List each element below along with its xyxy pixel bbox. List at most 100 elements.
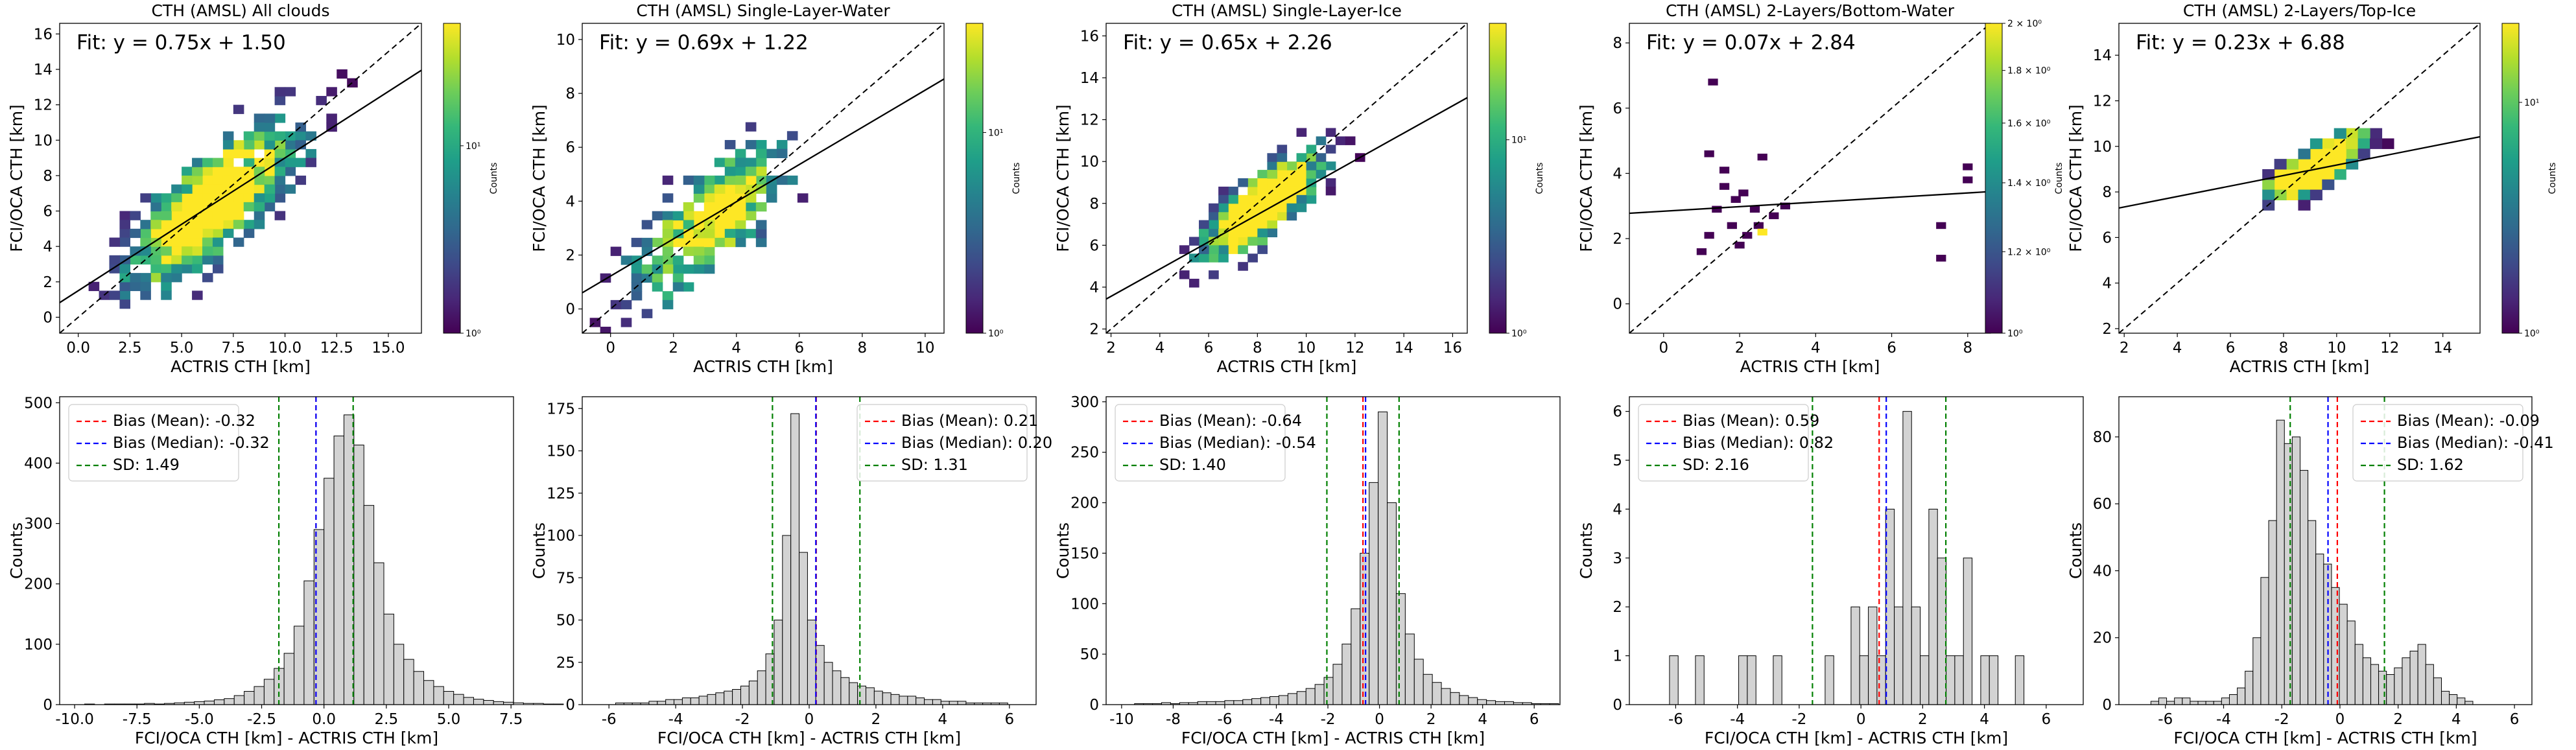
histogram-bar bbox=[513, 702, 524, 705]
legend-entry-1: Bias (Mean): 0.21 bbox=[901, 412, 1038, 430]
histogram-bar bbox=[353, 445, 364, 705]
histogram-bar bbox=[690, 697, 700, 705]
heatmap-cell bbox=[295, 175, 307, 185]
heatmap-cell bbox=[1696, 248, 1707, 255]
heatmap-cell bbox=[192, 264, 203, 274]
histogram-legend-2: Bias (Mean): 0.21 Bias (Median): 0.20 SD: … bbox=[857, 404, 1052, 482]
histogram-bar bbox=[1495, 701, 1505, 705]
heatmap-cell bbox=[1704, 150, 1714, 158]
heatmap-cell bbox=[1316, 170, 1327, 179]
heatmap-cell bbox=[222, 175, 234, 185]
histogram-bar bbox=[707, 694, 716, 705]
heatmap-cell bbox=[693, 211, 705, 221]
heatmap-cell bbox=[295, 131, 307, 141]
scatter-3-xtick-label-3: 8 bbox=[1253, 340, 1262, 357]
heatmap-cell bbox=[88, 281, 100, 292]
histogram-4-xtick-label-0: -6 bbox=[1668, 711, 1683, 728]
heatmap-cell bbox=[161, 220, 172, 229]
heatmap-cell bbox=[274, 211, 286, 220]
histogram-bar bbox=[715, 692, 725, 705]
heatmap-cell bbox=[703, 184, 715, 194]
histogram-bar bbox=[1459, 695, 1469, 705]
scatter-plot-area-4 bbox=[1629, 23, 1991, 333]
heatmap-cell bbox=[202, 246, 213, 256]
heatmap-cell bbox=[119, 237, 131, 247]
heatmap-cell bbox=[243, 131, 255, 141]
scatter-3-ytick-label-5: 12 bbox=[1080, 112, 1099, 129]
histogram-bar bbox=[1695, 655, 1705, 705]
histogram-3-ytick-label-6: 300 bbox=[1070, 394, 1099, 411]
histogram-2-xtick-label-0: -6 bbox=[602, 711, 617, 728]
heatmap-cell bbox=[109, 255, 121, 265]
histogram-bar bbox=[1450, 692, 1460, 705]
scatter-title-3: CTH (AMSL) Single-Layer-Ice bbox=[1172, 1, 1402, 20]
heatmap-cell bbox=[161, 246, 172, 256]
histogram-1-ylabel: Counts bbox=[7, 522, 26, 579]
heatmap-cell bbox=[1277, 186, 1288, 196]
heatmap-cell bbox=[631, 291, 643, 301]
scatter-1-xtick-label-0: 0.0 bbox=[66, 340, 90, 357]
one-to-one-line bbox=[2119, 23, 2480, 333]
histogram-bar bbox=[1332, 664, 1343, 705]
histogram-panel-3: -10 -8 -6 -4 -2 0 2 4 6 0 50 100 150 200 250 300 FCI/OCA… bbox=[1054, 394, 1561, 747]
histogram-bar bbox=[2440, 690, 2450, 705]
histogram-bar bbox=[254, 686, 265, 705]
heatmap-cell bbox=[1286, 161, 1297, 170]
histogram-bar bbox=[213, 699, 225, 705]
heatmap-cell bbox=[130, 246, 141, 256]
histogram-3-xtick-label-8: 6 bbox=[1530, 711, 1539, 728]
heatmap-cell bbox=[714, 175, 726, 185]
histogram-bar bbox=[890, 694, 900, 705]
heatmap-cell bbox=[735, 148, 746, 159]
scatter-2-xlabel: ACTRIS CTH [km] bbox=[693, 357, 833, 376]
heatmap-cell bbox=[766, 148, 777, 159]
heatmap-cell bbox=[683, 264, 694, 274]
histogram-2-ytick-label-1: 25 bbox=[556, 655, 575, 672]
heatmap-cell bbox=[192, 290, 203, 300]
histogram-bar bbox=[790, 413, 800, 705]
fit-label-3: Fit: y = 0.65x + 2.26 bbox=[1123, 31, 1332, 54]
heatmap-cell bbox=[683, 211, 694, 221]
heatmap-cell bbox=[2274, 169, 2287, 180]
histogram-4-ytick-label-3: 3 bbox=[1613, 550, 1622, 567]
heatmap-cell bbox=[1267, 153, 1278, 162]
heatmap-cell bbox=[274, 193, 286, 203]
scatter-5-ytick-label-5: 12 bbox=[2093, 93, 2112, 110]
scatter-5-ytick-label-4: 10 bbox=[2093, 139, 2112, 156]
scatter-5-xtick-label-3: 8 bbox=[2279, 340, 2289, 357]
histogram-bar bbox=[2237, 687, 2246, 705]
heatmap-cell bbox=[1345, 136, 1356, 145]
heatmap-cell bbox=[1936, 255, 1946, 262]
heatmap-cell bbox=[1228, 194, 1238, 204]
heatmap-cell bbox=[264, 184, 276, 194]
heatmap-cell bbox=[222, 167, 234, 176]
heatmap-cell bbox=[714, 193, 726, 203]
scatter-5-ytick-label-6: 14 bbox=[2093, 47, 2112, 64]
heatmap-cell bbox=[652, 282, 663, 292]
heatmap-cell bbox=[274, 113, 286, 123]
heatmap-cell bbox=[192, 237, 203, 247]
histogram-4-ylabel: Counts bbox=[1577, 522, 1596, 579]
heatmap-cell bbox=[662, 264, 674, 274]
heatmap-cell bbox=[662, 246, 674, 256]
heatmap-cell bbox=[1209, 220, 1219, 229]
heatmap-cell bbox=[1247, 194, 1258, 204]
colorbar-tick-label-5-0: 10⁰ bbox=[2524, 329, 2540, 339]
heatmap-cell bbox=[1769, 212, 1779, 220]
scatter-4-ylabel: FCI/OCA CTH [km] bbox=[1577, 104, 1596, 252]
heatmap-cell bbox=[233, 148, 244, 159]
heatmap-cell bbox=[1238, 228, 1248, 238]
scatter-1-ytick-label-7: 14 bbox=[34, 62, 53, 78]
heatmap-cell bbox=[641, 309, 653, 318]
histogram-bar bbox=[2417, 644, 2426, 705]
scatter-2-ytick-label-1: 2 bbox=[565, 247, 575, 264]
heatmap-cell bbox=[182, 184, 193, 194]
legend-entry-3: SD: 1.62 bbox=[2397, 456, 2464, 474]
heatmap-cell bbox=[1719, 183, 1730, 190]
heatmap-cell bbox=[1247, 220, 1258, 229]
histogram-bar bbox=[2346, 620, 2356, 705]
heatmap-cell bbox=[672, 273, 684, 283]
histogram-bar bbox=[2291, 436, 2300, 705]
histogram-bar bbox=[1937, 557, 1947, 705]
histogram-bar bbox=[2213, 701, 2222, 705]
